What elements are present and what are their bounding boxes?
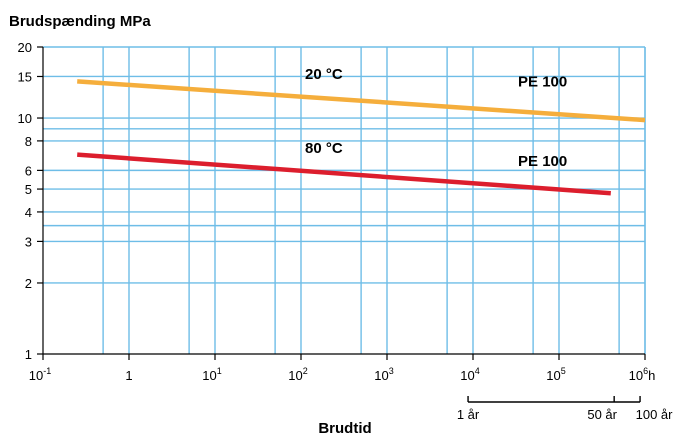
y-tick-label: 6 xyxy=(25,163,32,178)
annotation-label: PE 100 xyxy=(518,153,567,170)
x-tick-label: 10-1 xyxy=(29,366,51,383)
annotation-label: 80 °C xyxy=(305,140,343,157)
annotation-label: 20 °C xyxy=(305,66,343,83)
x-axis-label: Brudtid xyxy=(318,420,371,437)
year-scale: 1 år 50 år 100 år xyxy=(457,396,673,422)
axes: 1 2 3 4 5 6 8 10 15 20 10-1 1 101 102 103 104 105 106h xyxy=(18,40,656,383)
x-tick-label: 101 xyxy=(202,366,221,383)
year-scale-label: 50 år xyxy=(587,407,617,422)
x-tick-label: 104 xyxy=(460,366,479,383)
y-tick-label: 20 xyxy=(18,40,32,55)
x-tick-label: 106h xyxy=(629,366,656,383)
annotations: 20 °C PE 100 80 °C PE 100 xyxy=(305,66,567,170)
y-tick-label: 3 xyxy=(25,234,32,249)
y-tick-label: 4 xyxy=(25,205,32,220)
y-tick-label: 5 xyxy=(25,182,32,197)
grid xyxy=(43,46,646,354)
x-tick-label: 102 xyxy=(288,366,307,383)
year-scale-label: 1 år xyxy=(457,407,480,422)
series-line-1 xyxy=(77,79,646,123)
series-line-2 xyxy=(77,152,611,196)
x-tick-label: 1 xyxy=(125,368,132,383)
y-tick-label: 1 xyxy=(25,347,32,362)
annotation-label: PE 100 xyxy=(518,74,567,91)
chart-title: Brudspænding MPa xyxy=(9,13,151,30)
x-tick-label: 103 xyxy=(374,366,393,383)
y-tick-label: 2 xyxy=(25,276,32,291)
x-tick-label: 105 xyxy=(546,366,565,383)
y-tick-label: 8 xyxy=(25,134,32,149)
y-tick-label: 10 xyxy=(18,111,32,126)
y-tick-label: 15 xyxy=(18,69,32,84)
series-group xyxy=(77,79,646,196)
year-scale-label: 100 år xyxy=(636,407,674,422)
